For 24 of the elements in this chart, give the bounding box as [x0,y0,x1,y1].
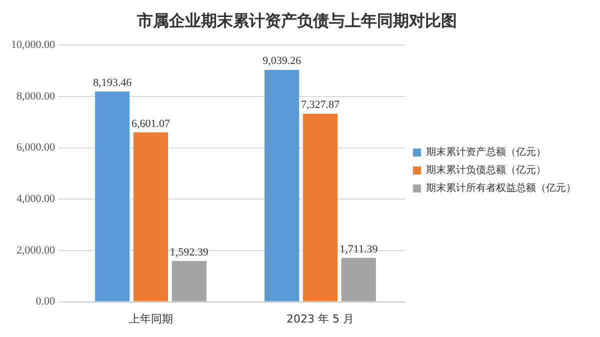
bar [133,132,168,302]
y-tick-label: 4,000.00 [16,193,56,206]
legend-label: 期末累计负债总额（亿元） [426,164,546,176]
data-label: 1,592.39 [170,246,209,258]
bar [341,258,376,302]
data-label: 7,327.87 [301,99,340,112]
legend-label: 期末累计所有者权益总额（亿元） [426,182,576,194]
data-label: 6,601.07 [132,118,170,130]
y-tick-label: 2,000.00 [16,244,56,256]
x-tick-label: 上年同期 [128,312,173,326]
bar [264,70,300,302]
data-label: 1,711.39 [340,243,378,256]
y-tick-label: 6,000.00 [16,142,56,154]
y-tick-label: 10,000.00 [11,39,56,52]
x-tick-label: 2023 年 5 月 [286,312,354,326]
legend-label: 期末累计资产总额（亿元） [426,146,546,158]
data-label: 9,039.26 [262,55,302,68]
y-tick-label: 0.00 [36,296,56,308]
data-label: 8,193.46 [93,76,132,89]
bar [172,260,206,302]
chart-title: 市属企业期末累计资产负债与上年同期对比图 [136,10,457,30]
y-tick-label: 8,000.00 [16,90,56,102]
bar [302,114,338,302]
bar [95,92,130,302]
